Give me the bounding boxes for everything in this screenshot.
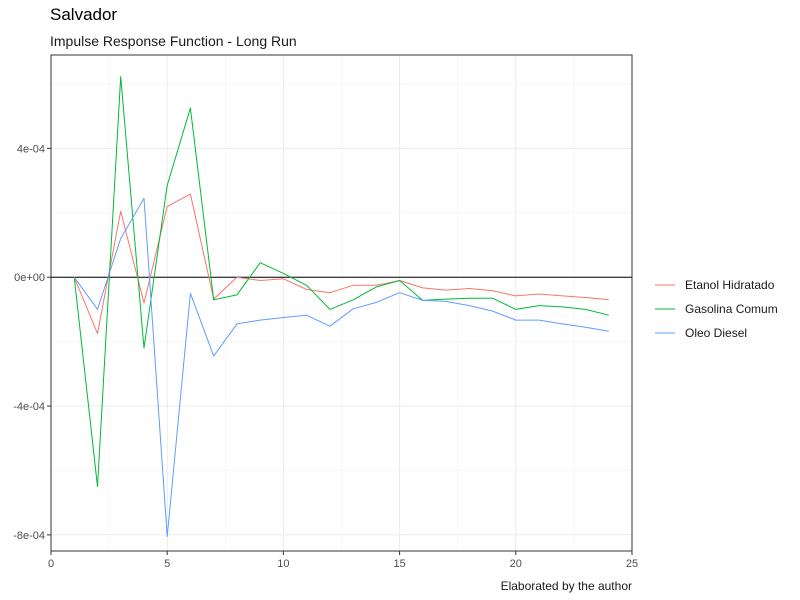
grid-lines xyxy=(50,55,633,551)
legend: Etanol Hidratado Gasolina Comum Oleo Diese… xyxy=(655,278,778,340)
series-line-0 xyxy=(73,193,609,335)
series-lines xyxy=(73,76,609,537)
y-axis: -8e-04 -4e-04 0e+00 4e-04 xyxy=(13,143,51,542)
legend-label: Etanol Hidratado xyxy=(685,278,775,292)
x-tick-label: 25 xyxy=(626,558,638,570)
plot-border xyxy=(50,54,633,552)
legend-label: Gasolina Comum xyxy=(685,302,778,316)
chart-subtitle: Impulse Response Function - Long Run xyxy=(50,33,297,49)
chart-title: Salvador xyxy=(50,5,118,24)
series-line-2 xyxy=(73,197,609,537)
x-tick-label: 5 xyxy=(164,558,170,570)
y-tick-label: 0e+00 xyxy=(14,272,45,284)
x-tick-label: 0 xyxy=(48,558,54,570)
x-tick-label: 20 xyxy=(510,558,522,570)
legend-label: Oleo Diesel xyxy=(685,326,747,340)
y-tick-label: 4e-04 xyxy=(17,143,45,155)
y-tick-label: -8e-04 xyxy=(13,530,45,542)
series-line-1 xyxy=(73,76,609,488)
x-tick-label: 15 xyxy=(393,558,405,570)
x-axis: 0 5 10 15 20 25 xyxy=(48,551,638,570)
chart-caption: Elaborated by the author xyxy=(500,579,632,593)
x-tick-label: 10 xyxy=(277,558,289,570)
y-tick-label: -4e-04 xyxy=(13,401,45,413)
